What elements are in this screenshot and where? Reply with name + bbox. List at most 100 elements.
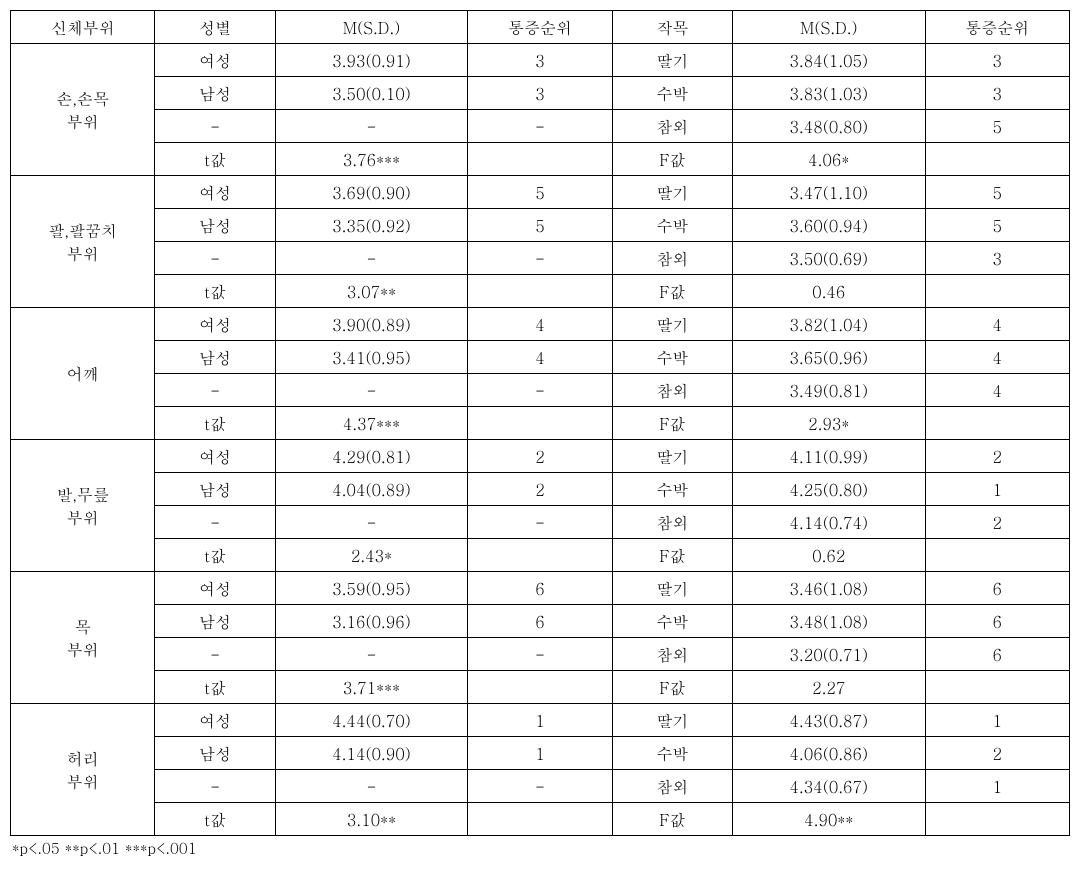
cell-crop: 딸기 (612, 308, 732, 341)
table-row: 허리부위여성4.44(0.70)1딸기4.43(0.87)1 (11, 704, 1070, 737)
cell-rank2 (925, 671, 1069, 704)
cell-rank2: 6 (925, 605, 1069, 638)
cell-crop: 참외 (612, 506, 732, 539)
cell-rank1: 4 (468, 341, 612, 374)
cell-msd2: 4.34(0.67) (733, 770, 926, 803)
cell-msd2: 3.48(0.80) (733, 110, 926, 143)
cell-rank1: 4 (468, 308, 612, 341)
cell-crop: 참외 (612, 638, 732, 671)
cell-gender: t값 (155, 803, 275, 836)
table-row: 어깨여성3.90(0.89)4딸기3.82(1.04)4 (11, 308, 1070, 341)
table-row: t값2.43*F값0.62 (11, 539, 1070, 572)
cell-gender: 남성 (155, 737, 275, 770)
cell-rank1: 5 (468, 176, 612, 209)
cell-msd1: - (275, 374, 468, 407)
cell-gender: - (155, 242, 275, 275)
cell-rank1 (468, 275, 612, 308)
body-part-cell: 손,손목부위 (11, 44, 155, 176)
cell-msd2: 4.06* (733, 143, 926, 176)
table-body: 손,손목부위여성3.93(0.91)3딸기3.84(1.05)3남성3.50(0… (11, 44, 1070, 836)
cell-msd1: - (275, 506, 468, 539)
table-row: 발,무릎부위여성4.29(0.81)2딸기4.11(0.99)2 (11, 440, 1070, 473)
cell-gender: t값 (155, 671, 275, 704)
cell-msd1: - (275, 110, 468, 143)
body-part-line1: 팔,팔꿈치 (48, 219, 117, 242)
cell-crop: 참외 (612, 242, 732, 275)
cell-msd2: 4.06(0.86) (733, 737, 926, 770)
cell-rank2: 4 (925, 374, 1069, 407)
table-row: t값3.07**F값0.46 (11, 275, 1070, 308)
cell-msd2: 3.60(0.94) (733, 209, 926, 242)
cell-crop: 수박 (612, 737, 732, 770)
cell-gender: 여성 (155, 440, 275, 473)
table-row: ---참외3.20(0.71)6 (11, 638, 1070, 671)
cell-msd1: 4.04(0.89) (275, 473, 468, 506)
table-row: ---참외3.50(0.69)3 (11, 242, 1070, 275)
cell-crop: 참외 (612, 374, 732, 407)
cell-crop: 수박 (612, 473, 732, 506)
cell-rank2: 1 (925, 473, 1069, 506)
cell-msd1: - (275, 242, 468, 275)
cell-rank2 (925, 407, 1069, 440)
header-rank1: 통증순위 (468, 11, 612, 44)
cell-crop: F값 (612, 539, 732, 572)
cell-msd1: - (275, 638, 468, 671)
cell-rank2: 5 (925, 176, 1069, 209)
cell-gender: 남성 (155, 77, 275, 110)
table-row: t값4.37***F값2.93* (11, 407, 1070, 440)
cell-msd2: 4.11(0.99) (733, 440, 926, 473)
cell-rank1: 1 (468, 737, 612, 770)
body-part-line2: 부위 (67, 506, 99, 529)
cell-gender: 남성 (155, 341, 275, 374)
body-part-line1: 허리 (67, 747, 99, 770)
cell-gender: - (155, 506, 275, 539)
cell-gender: 여성 (155, 176, 275, 209)
table-row: 목부위여성3.59(0.95)6딸기3.46(1.08)6 (11, 572, 1070, 605)
table-row: ---참외4.14(0.74)2 (11, 506, 1070, 539)
cell-rank1: 3 (468, 44, 612, 77)
table-row: 남성3.16(0.96)6수박3.48(1.08)6 (11, 605, 1070, 638)
cell-rank2: 4 (925, 341, 1069, 374)
cell-msd2: 3.46(1.08) (733, 572, 926, 605)
header-gender: 성별 (155, 11, 275, 44)
table-row: t값3.76***F값4.06* (11, 143, 1070, 176)
body-part-line2: 부위 (67, 638, 99, 661)
cell-rank2: 5 (925, 209, 1069, 242)
pain-stats-table: 신체부위 성별 M(S.D.) 통증순위 작목 M(S.D.) 통증순위 손,손… (10, 10, 1070, 836)
cell-msd2: 3.50(0.69) (733, 242, 926, 275)
cell-rank1: 3 (468, 77, 612, 110)
cell-rank2: 6 (925, 572, 1069, 605)
cell-gender: 남성 (155, 473, 275, 506)
table-row: t값3.71***F값2.27 (11, 671, 1070, 704)
body-part-cell: 어깨 (11, 308, 155, 440)
cell-crop: 수박 (612, 605, 732, 638)
cell-rank1: 2 (468, 440, 612, 473)
cell-rank1: - (468, 770, 612, 803)
cell-msd2: 3.47(1.10) (733, 176, 926, 209)
cell-rank2: 2 (925, 737, 1069, 770)
cell-crop: 참외 (612, 770, 732, 803)
cell-msd1: 3.76*** (275, 143, 468, 176)
cell-msd1: 3.16(0.96) (275, 605, 468, 638)
cell-gender: 남성 (155, 209, 275, 242)
cell-msd2: 3.83(1.03) (733, 77, 926, 110)
table-row: 남성3.41(0.95)4수박3.65(0.96)4 (11, 341, 1070, 374)
cell-rank2: 3 (925, 77, 1069, 110)
cell-rank1: - (468, 506, 612, 539)
significance-footnote: *p<.05 **p<.01 ***p<.001 (10, 838, 1076, 859)
cell-msd1: - (275, 770, 468, 803)
cell-rank2 (925, 143, 1069, 176)
cell-rank2: 2 (925, 506, 1069, 539)
header-crop: 작목 (612, 11, 732, 44)
cell-gender: - (155, 374, 275, 407)
cell-rank2: 1 (925, 704, 1069, 737)
cell-rank1: - (468, 242, 612, 275)
header-row: 신체부위 성별 M(S.D.) 통증순위 작목 M(S.D.) 통증순위 (11, 11, 1070, 44)
cell-crop: F값 (612, 275, 732, 308)
cell-msd1: 4.44(0.70) (275, 704, 468, 737)
cell-msd1: 3.71*** (275, 671, 468, 704)
cell-msd2: 3.48(1.08) (733, 605, 926, 638)
cell-gender: t값 (155, 407, 275, 440)
cell-rank1 (468, 803, 612, 836)
cell-msd2: 2.93* (733, 407, 926, 440)
